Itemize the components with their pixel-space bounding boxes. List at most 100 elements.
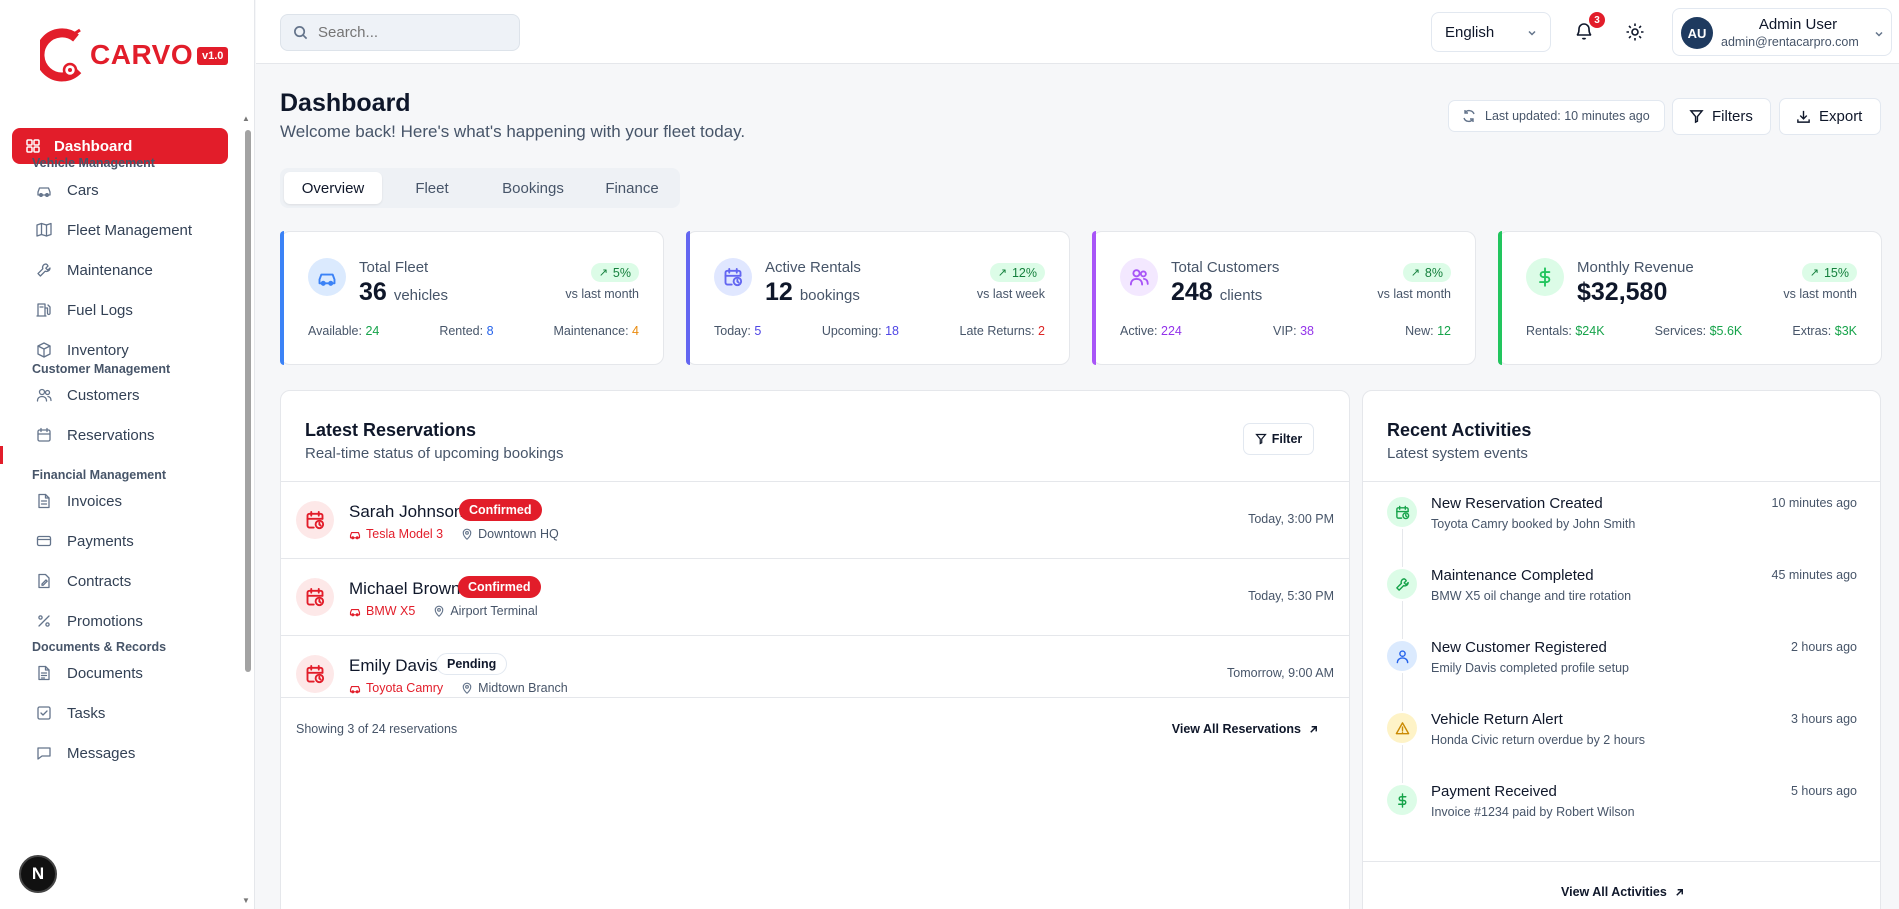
reservation-time: Today, 5:30 PM [1248,589,1334,603]
reservation-time: Tomorrow, 9:00 AM [1227,666,1334,680]
reservation-row[interactable]: Michael Brown Confirmed BMW X5 Airport Term… [281,558,1349,635]
stat-card-total-customers[interactable]: Total Customers 248 clients ↗ 8% vs last mont… [1092,231,1476,365]
reservation-filter-button[interactable]: Filter [1243,423,1314,455]
breakdown-item: Rentals: $24K [1526,324,1605,338]
stat-card-active-rentals[interactable]: Active Rentals 12 bookings ↗ 12% vs last week… [686,231,1070,365]
activity-description: BMW X5 oil change and tire rotation [1431,589,1632,603]
page-subtitle: Welcome back! Here's what's happening wi… [280,122,746,141]
language-select[interactable]: English [1431,12,1551,52]
pin-icon [462,528,472,540]
trend-badge: ↗ 8% [1402,263,1451,282]
export-button[interactable]: Export [1779,98,1881,135]
breakdown-key: Services: [1654,324,1707,338]
carvo-logo-icon [40,28,82,82]
sidebar-item-payments[interactable]: Payments [36,529,134,553]
sidebar-item-customers[interactable]: Customers [36,383,140,407]
search-box[interactable] [280,14,520,51]
map-icon [36,222,52,237]
credit-card-icon [36,535,52,547]
sidebar-item-dashboard[interactable]: Dashboard [12,128,228,164]
activity-item[interactable]: Maintenance Completed BMW X5 oil change a… [1387,567,1857,627]
sidebar-item-reservations[interactable]: Reservations [36,423,155,447]
reservation-row[interactable]: Sarah Johnson Confirmed Tesla Model 3 Downt… [281,481,1349,558]
activity-title: New Customer Registered [1431,639,1607,656]
breakdown-value: $24K [1575,324,1605,338]
timeline-connector [1402,673,1403,711]
sidebar-item-inventory[interactable]: Inventory [36,338,129,362]
breakdown-value: $5.6K [1709,324,1743,338]
nav-section-title: Documents & Records [32,640,167,654]
stat-unit: bookings [799,287,860,304]
breakdown-key: Rentals: [1526,324,1572,338]
refresh-status[interactable]: Last updated: 10 minutes ago [1448,100,1665,132]
sidebar-item-contracts[interactable]: Contracts [36,569,131,593]
sidebar-item-fleet-management[interactable]: Fleet Management [36,218,192,242]
sidebar-item-maintenance[interactable]: Maintenance [36,258,153,282]
view-all-reservations-link[interactable]: View All Reservations [1172,722,1319,736]
sidebar-item-label: Inventory [67,341,129,359]
filters-button[interactable]: Filters [1672,98,1771,135]
sidebar-item-promotions[interactable]: Promotions [36,609,143,633]
breakdown-key: Active: [1120,324,1158,338]
wrench-icon [1395,577,1409,591]
sidebar-item-cars[interactable]: Cars [36,178,99,202]
activity-time: 45 minutes ago [1771,568,1857,582]
car-icon [349,608,361,617]
activities-subtitle: Latest system events [1387,445,1528,462]
n-badge[interactable]: N [19,855,57,893]
sidebar-item-label: Dashboard [54,137,133,155]
scroll-down-arrow[interactable]: ▼ [242,896,250,905]
location: Airport Terminal [433,604,538,618]
bell-icon[interactable] [1574,21,1594,41]
breakdown-item: Today: 5 [714,324,761,338]
sidebar-item-fuel-logs[interactable]: Fuel Logs [36,298,133,322]
dollar-icon [1539,267,1551,287]
stat-card-monthly-revenue[interactable]: Monthly Revenue $32,580 ↗ 15% vs last month R… [1498,231,1882,365]
reservation-row[interactable]: Emily Davis Pending Toyota Camry Midtown Br… [281,635,1349,712]
breakdown-value: 12 [1437,324,1451,338]
calendar-clock-icon [306,510,325,530]
trend-value: 5% [612,265,631,280]
sidebar-item-messages[interactable]: Messages [36,741,135,765]
brand-logo[interactable]: CARVO v1.0 [40,26,230,84]
trend-period: vs last month [1377,287,1451,301]
view-all-activities-link[interactable]: View All Activities [1561,885,1685,899]
status-badge: Pending [436,653,508,675]
activity-item[interactable]: New Customer Registered Emily Davis compl… [1387,639,1857,699]
sidebar-item-tasks[interactable]: Tasks [36,701,105,725]
tab-overview[interactable]: Overview [284,172,382,204]
card-accent-bar [1092,231,1096,365]
vehicle: BMW X5 [349,604,415,618]
stat-breakdown: Today: 5 Upcoming: 18 Late Returns: 2 [714,324,1045,338]
trend-up-icon: ↗ [1809,267,1819,279]
sidebar-item-invoices[interactable]: Invoices [36,489,122,513]
search-input[interactable] [318,24,508,41]
card-accent-bar [686,231,690,365]
activity-item[interactable]: Vehicle Return Alert Honda Civic return o… [1387,711,1857,771]
user-menu[interactable]: AU Admin User admin@rentacarpro.com [1672,8,1892,56]
reservations-count: Showing 3 of 24 reservations [296,722,458,736]
arrow-up-right-icon [1310,725,1317,733]
wrench-icon [37,263,51,277]
scroll-up-arrow[interactable]: ▲ [242,114,250,123]
tab-fleet[interactable]: Fleet [415,179,449,197]
activity-time: 3 hours ago [1790,712,1857,726]
card-icon [308,258,346,296]
card-icon [714,258,752,296]
stat-card-total-fleet[interactable]: Total Fleet 36 vehicles ↗ 5% vs last month Ava… [280,231,664,365]
activity-item[interactable]: Payment Received Invoice #1234 paid by Ro… [1387,783,1857,843]
stat-breakdown: Active: 224 VIP: 38 New: 12 [1120,324,1451,338]
tab-finance[interactable]: Finance [605,179,659,197]
gear-icon[interactable] [1625,22,1645,42]
breakdown-key: Extras: [1792,324,1832,338]
reservation-icon [296,578,334,616]
stat-value-wrap: 248 clients [1171,278,1262,307]
sidebar-item-label: Messages [67,744,136,762]
sidebar-item-documents[interactable]: Documents [36,661,143,685]
activity-icon [1387,713,1417,743]
activities-title: Recent Activities [1387,420,1532,440]
activity-item[interactable]: New Reservation Created Toyota Camry book… [1387,495,1857,555]
tab-bookings[interactable]: Bookings [502,179,564,197]
sidebar-scrollbar[interactable] [245,130,251,672]
avatar: AU [1681,17,1713,49]
